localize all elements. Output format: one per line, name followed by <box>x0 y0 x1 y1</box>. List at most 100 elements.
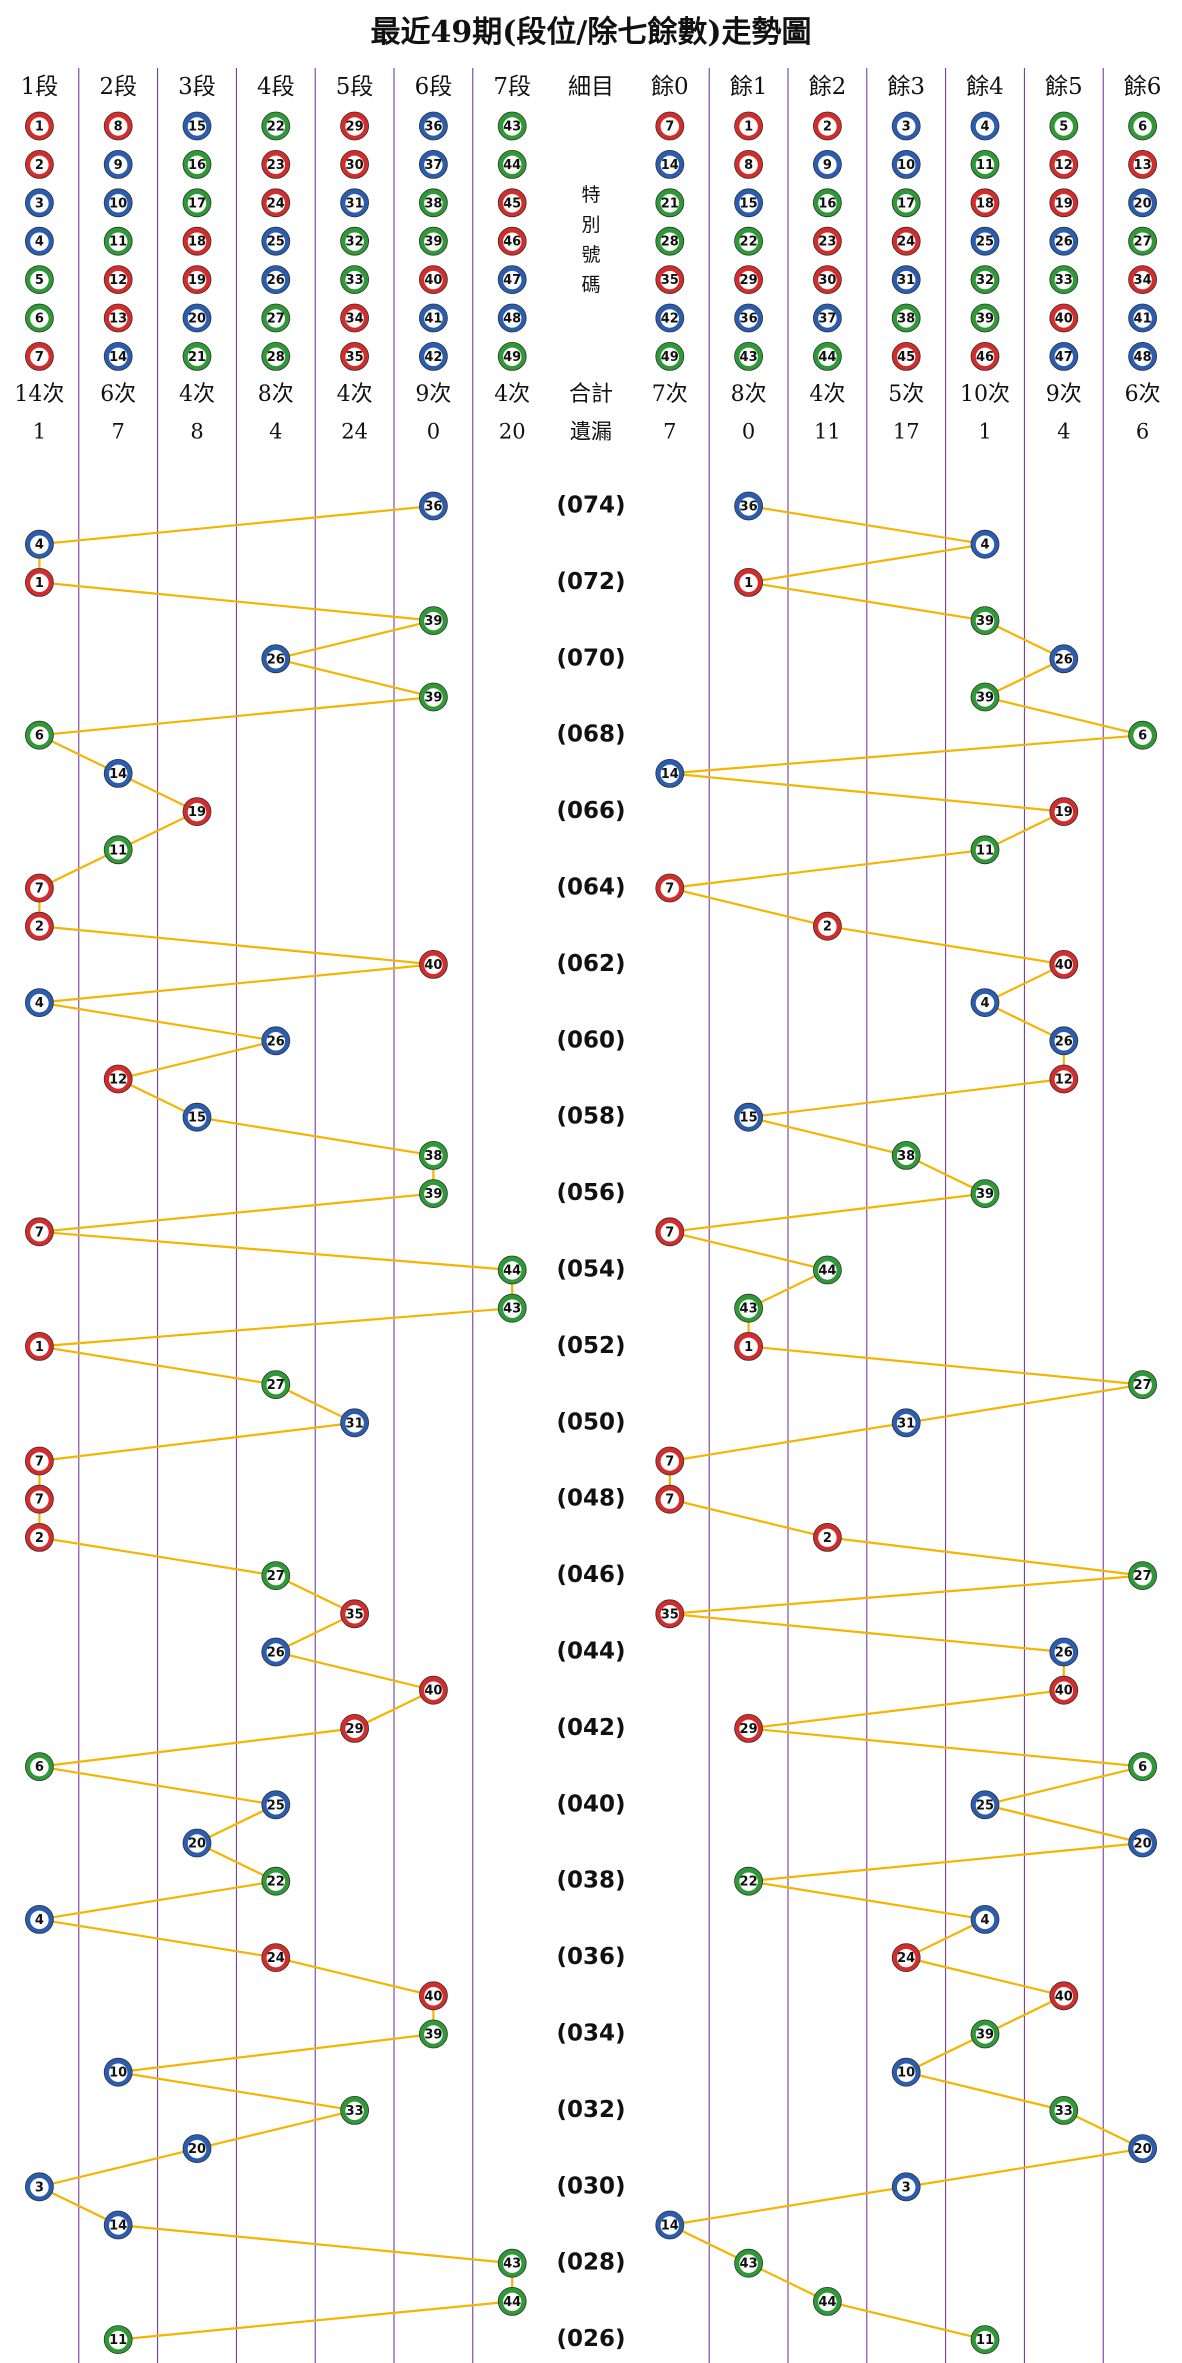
ball-number: 27 <box>1134 1569 1152 1584</box>
ball: 2 <box>813 111 842 141</box>
ball: 10 <box>891 2057 921 2087</box>
ball-face <box>660 194 680 213</box>
ball-face <box>30 155 49 175</box>
ball-face <box>975 535 995 554</box>
ball-number: 43 <box>503 1302 521 1317</box>
ball-face <box>818 117 837 136</box>
ball-number: 6 <box>1138 729 1147 744</box>
ball-face <box>818 1528 837 1548</box>
ball-face <box>187 309 207 328</box>
ball: 37 <box>813 303 842 333</box>
ball-number: 26 <box>267 1646 285 1661</box>
ball-number: 25 <box>976 235 994 250</box>
ball-face <box>108 117 128 136</box>
ball-face <box>187 194 207 213</box>
ball: 30 <box>340 149 370 179</box>
ball-face <box>896 1948 916 1968</box>
ball: 29 <box>340 111 370 141</box>
ball-number: 42 <box>424 350 442 365</box>
ball-face <box>1133 270 1152 290</box>
ball-face <box>739 1719 758 1739</box>
ball-number: 44 <box>503 2295 521 2310</box>
ball: 36 <box>734 303 763 333</box>
ball-face <box>30 879 49 898</box>
ball-number: 10 <box>109 196 127 211</box>
ball-face <box>739 1337 758 1357</box>
ball: 11 <box>103 226 133 256</box>
ball-face <box>424 347 443 367</box>
ball: 49 <box>497 341 527 371</box>
note-char: 別 <box>581 214 600 236</box>
ball-number: 24 <box>897 235 915 250</box>
period-label: (040) <box>556 1791 625 1817</box>
ball: 30 <box>813 265 842 295</box>
ball-number: 39 <box>976 1187 994 1202</box>
ball-number: 39 <box>424 614 442 629</box>
ball-face <box>660 1452 680 1471</box>
ball-face <box>266 1643 286 1662</box>
note-char: 碼 <box>581 274 600 296</box>
omission: 7 <box>663 420 676 444</box>
column-lines <box>78 68 1104 2363</box>
ball: 22 <box>734 226 763 256</box>
ball-face <box>187 155 207 175</box>
ball-face <box>739 347 758 367</box>
ball-face <box>975 993 995 1013</box>
ball: 40 <box>1049 950 1079 979</box>
period-label: (062) <box>556 951 625 977</box>
ball-number: 18 <box>188 235 206 250</box>
ball-face <box>108 1070 128 1089</box>
ball: 9 <box>103 149 133 179</box>
ball-face <box>30 347 49 367</box>
ball-face <box>30 1223 49 1242</box>
ball: 1 <box>734 568 763 597</box>
ball-number: 35 <box>661 1607 679 1622</box>
ball-number: 11 <box>976 2333 994 2348</box>
ball: 47 <box>497 265 527 295</box>
period-label: (026) <box>556 2326 625 2352</box>
omission: 0 <box>427 420 440 444</box>
ball: 25 <box>970 226 1000 256</box>
ball-face <box>30 1452 49 1471</box>
ball-number: 32 <box>346 235 364 250</box>
ball: 16 <box>182 149 212 179</box>
ball: 42 <box>655 303 685 333</box>
ball-number: 3 <box>902 2180 911 2195</box>
ball-face <box>975 2025 995 2044</box>
ball-face <box>975 1796 995 1815</box>
ball: 43 <box>734 2248 763 2278</box>
ball-number: 7 <box>35 1493 44 1508</box>
ball: 26 <box>261 644 291 674</box>
ball-face <box>108 232 128 251</box>
ball-face <box>660 2216 680 2235</box>
ball-face <box>187 802 207 822</box>
ball: 11 <box>970 835 1000 865</box>
period-label: (072) <box>556 569 625 595</box>
ball-face <box>660 879 680 898</box>
ball: 4 <box>970 1905 1000 1934</box>
ball-number: 43 <box>740 350 758 365</box>
ball: 23 <box>813 226 842 256</box>
ball-number: 39 <box>976 691 994 706</box>
ball-face <box>424 155 443 175</box>
ball: 6 <box>1128 1752 1157 1781</box>
ball: 26 <box>1049 226 1079 256</box>
ball-face <box>108 841 128 860</box>
ball: 35 <box>655 1599 685 1629</box>
ball: 43 <box>734 1293 763 1323</box>
ball-face <box>660 232 680 251</box>
column-header: 餘3 <box>887 74 925 100</box>
ball-face <box>30 309 49 328</box>
ball-number: 49 <box>503 350 521 365</box>
ball-number: 6 <box>1138 120 1147 135</box>
ball-number: 45 <box>503 196 521 211</box>
ball: 15 <box>182 111 212 141</box>
ball-number: 26 <box>1055 1646 1073 1661</box>
ball-face <box>30 1528 49 1548</box>
ball: 38 <box>891 303 921 333</box>
ball-number: 36 <box>740 312 758 327</box>
ball: 10 <box>891 149 921 179</box>
ball: 22 <box>734 1866 763 1896</box>
ball-face <box>502 194 522 213</box>
